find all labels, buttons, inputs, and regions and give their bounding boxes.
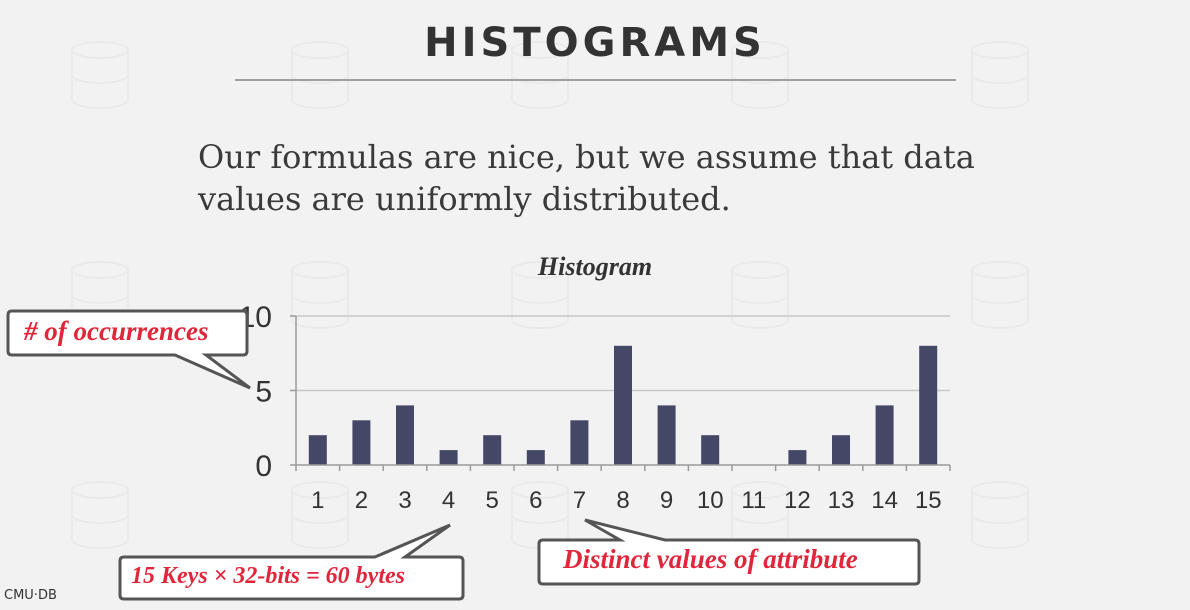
database-icon [971,481,1029,549]
body-line-1: Our formulas are nice, but we assume tha… [198,138,975,176]
database-icon [971,261,1029,329]
chart-title: Histogram [537,252,652,281]
title-divider [235,79,956,81]
database-icon [71,481,129,549]
database-icon [291,261,349,329]
bar-5 [483,435,502,465]
y-tick-label: 0 [255,450,272,483]
cmu-db-logo: CMU·DB [4,588,57,603]
y-axis-callout-label: # of occurrences [24,316,209,346]
x-tick-label: 1 [311,487,324,514]
bar-1 [308,435,327,465]
x-tick-label: 9 [660,487,673,514]
slide-body-text: Our formulas are nice, but we assume tha… [198,136,998,220]
database-icon [291,481,349,549]
x-tick-label: 12 [784,487,811,514]
x-tick-label: 7 [573,487,586,514]
x-tick-label: 4 [442,487,455,514]
bar-2 [352,420,371,465]
bar-7 [570,420,589,465]
x-tick-label: 11 [741,487,766,514]
x-axis-callout-box [537,518,921,586]
bar-12 [788,450,807,465]
bar-3 [396,405,414,465]
database-icon [291,41,349,109]
x-tick-label: 6 [529,487,542,514]
bar-9 [657,405,676,465]
body-line-2: values are uniformly distributed. [198,180,731,218]
database-icon [971,41,1029,109]
bars [308,345,938,465]
y-axis-callout-box [6,309,251,390]
bar-14 [875,405,894,465]
bar-6 [526,450,545,465]
slide-title: HISTOGRAMS [424,20,766,66]
x-tick-label: 8 [616,487,629,514]
x-tick-label: 2 [355,487,368,514]
axes [290,315,951,471]
x-tick-label: 10 [697,487,724,514]
bar-8 [614,345,632,465]
database-icon [731,261,789,329]
bar-13 [832,435,850,465]
keys-callout-box [118,523,465,601]
database-icon [511,261,569,329]
x-tick-label: 14 [871,487,898,514]
database-icon [731,41,789,109]
x-tick-label: 15 [915,487,942,514]
y-tick-label: 5 [255,376,272,409]
bar-10 [701,435,720,465]
database-icon [511,41,569,109]
x-tick-label: 5 [486,487,499,514]
bar-15 [919,345,938,465]
bar-4 [439,450,458,465]
x-tick-label: 13 [828,487,855,514]
x-tick-label: 3 [398,487,411,514]
keys-callout-label: 15 Keys × 32-bits = 60 bytes [131,563,405,589]
x-axis-callout-label: Distinct values of attribute [563,544,858,574]
database-icon [71,41,129,109]
